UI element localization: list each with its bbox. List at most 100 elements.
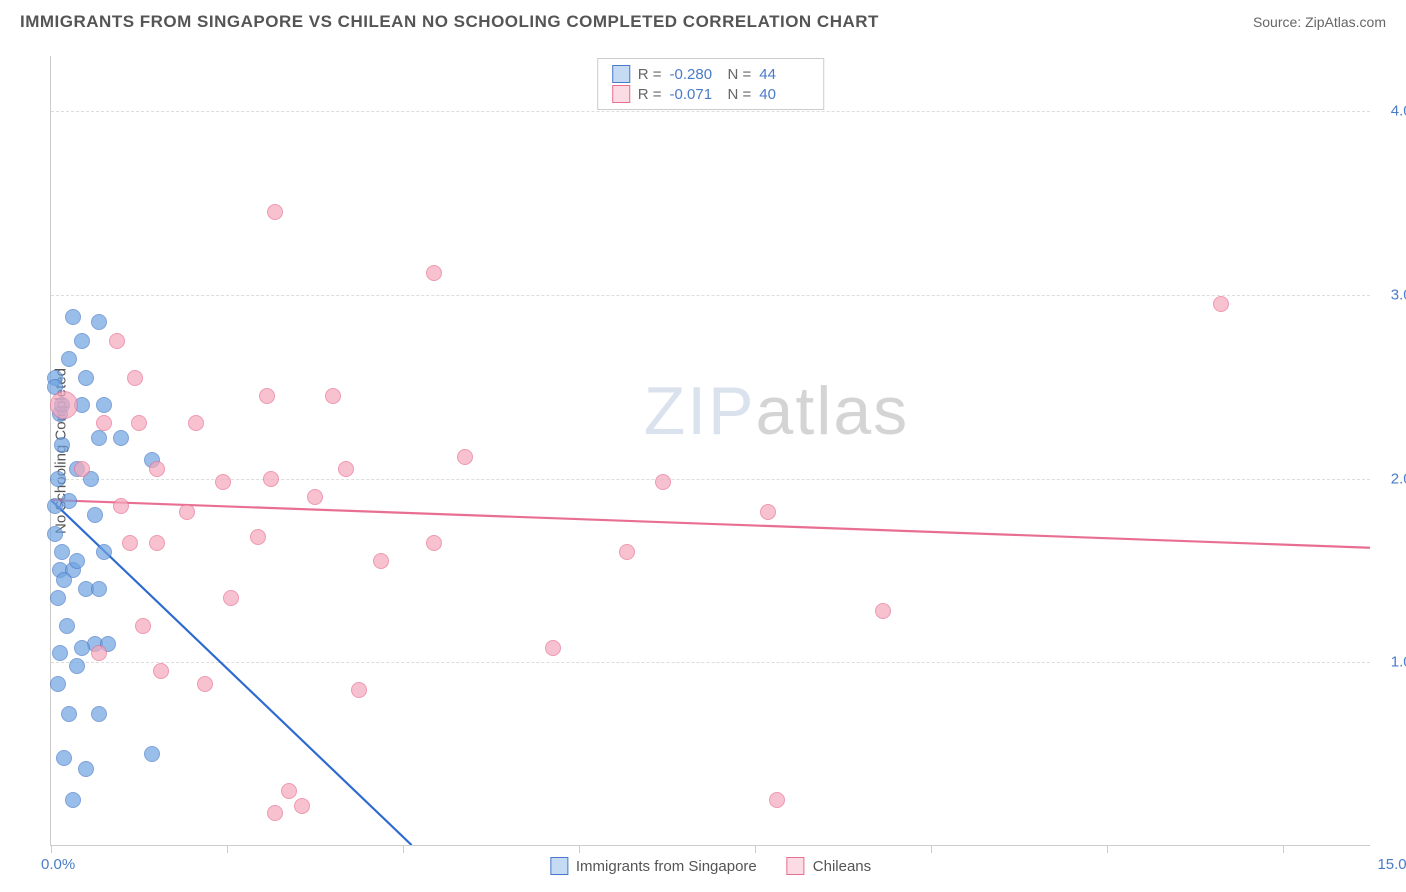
legend-item: Immigrants from Singapore xyxy=(550,857,757,875)
data-point xyxy=(50,676,66,692)
data-point xyxy=(267,204,283,220)
data-point xyxy=(619,544,635,560)
data-point xyxy=(54,437,70,453)
stats-legend-box: R = -0.280 N = 44R = -0.071 N = 40 xyxy=(597,58,825,110)
data-point xyxy=(74,461,90,477)
data-point xyxy=(281,783,297,799)
x-tick xyxy=(51,845,52,853)
data-point xyxy=(307,489,323,505)
source-prefix: Source: xyxy=(1253,14,1305,30)
data-point xyxy=(47,526,63,542)
data-point xyxy=(655,474,671,490)
r-label: R = xyxy=(638,86,662,103)
data-point xyxy=(50,471,66,487)
r-value: -0.071 xyxy=(670,86,720,103)
data-point xyxy=(50,391,78,419)
data-point xyxy=(149,535,165,551)
data-point xyxy=(223,590,239,606)
data-point xyxy=(426,535,442,551)
legend-item: Chileans xyxy=(787,857,871,875)
x-tick xyxy=(1283,845,1284,853)
data-point xyxy=(351,682,367,698)
data-point xyxy=(769,792,785,808)
stats-row: R = -0.071 N = 40 xyxy=(612,84,810,104)
legend-label: Immigrants from Singapore xyxy=(576,858,757,875)
data-point xyxy=(96,415,112,431)
data-point xyxy=(179,504,195,520)
data-point xyxy=(113,498,129,514)
watermark: ZIPatlas xyxy=(644,372,909,450)
series-swatch xyxy=(612,85,630,103)
series-swatch xyxy=(612,65,630,83)
data-point xyxy=(91,581,107,597)
data-point xyxy=(78,370,94,386)
data-point xyxy=(188,415,204,431)
n-label: N = xyxy=(728,86,752,103)
data-point xyxy=(59,618,75,634)
data-point xyxy=(56,750,72,766)
x-tick xyxy=(755,845,756,853)
data-point xyxy=(96,397,112,413)
gridline xyxy=(51,111,1370,112)
data-point xyxy=(267,805,283,821)
r-value: -0.280 xyxy=(670,66,720,83)
legend-swatch xyxy=(787,857,805,875)
data-point xyxy=(61,351,77,367)
data-point xyxy=(149,461,165,477)
data-point xyxy=(426,265,442,281)
data-point xyxy=(74,333,90,349)
data-point xyxy=(65,309,81,325)
x-axis-max-label: 15.0% xyxy=(1377,856,1406,873)
data-point xyxy=(61,706,77,722)
data-point xyxy=(131,415,147,431)
data-point xyxy=(109,333,125,349)
n-value: 40 xyxy=(759,86,809,103)
data-point xyxy=(215,474,231,490)
data-point xyxy=(96,544,112,560)
data-point xyxy=(1213,296,1229,312)
data-point xyxy=(65,792,81,808)
series-legend: Immigrants from Singapore Chileans xyxy=(550,857,871,875)
trend-lines xyxy=(51,56,1370,845)
n-value: 44 xyxy=(759,66,809,83)
watermark-zip: ZIP xyxy=(644,373,756,449)
source-credit: Source: ZipAtlas.com xyxy=(1253,14,1386,30)
data-point xyxy=(78,761,94,777)
gridline xyxy=(51,295,1370,296)
data-point xyxy=(153,663,169,679)
data-point xyxy=(875,603,891,619)
y-tick-label: 2.0% xyxy=(1391,470,1406,487)
data-point xyxy=(54,544,70,560)
x-tick xyxy=(403,845,404,853)
y-tick-label: 3.0% xyxy=(1391,286,1406,303)
data-point xyxy=(91,706,107,722)
data-point xyxy=(113,430,129,446)
data-point xyxy=(338,461,354,477)
data-point xyxy=(325,388,341,404)
data-point xyxy=(91,314,107,330)
x-tick xyxy=(931,845,932,853)
watermark-atlas: atlas xyxy=(756,373,910,449)
y-tick-label: 4.0% xyxy=(1391,103,1406,120)
y-tick-label: 1.0% xyxy=(1391,654,1406,671)
data-point xyxy=(135,618,151,634)
data-point xyxy=(91,645,107,661)
gridline xyxy=(51,662,1370,663)
correlation-chart: No Schooling Completed 1.0%2.0%3.0%4.0% … xyxy=(50,56,1370,846)
stats-row: R =-0.280N =44 xyxy=(612,64,810,84)
data-point xyxy=(74,640,90,656)
chart-title: IMMIGRANTS FROM SINGAPORE VS CHILEAN NO … xyxy=(20,12,879,32)
data-point xyxy=(263,471,279,487)
x-axis-min-label: 0.0% xyxy=(41,856,75,873)
legend-swatch xyxy=(550,857,568,875)
n-label: N = xyxy=(728,66,752,83)
data-point xyxy=(87,507,103,523)
data-point xyxy=(127,370,143,386)
data-point xyxy=(545,640,561,656)
x-tick xyxy=(227,845,228,853)
trend-line xyxy=(51,500,1370,548)
data-point xyxy=(69,553,85,569)
data-point xyxy=(69,658,85,674)
data-point xyxy=(91,430,107,446)
gridline xyxy=(51,479,1370,480)
